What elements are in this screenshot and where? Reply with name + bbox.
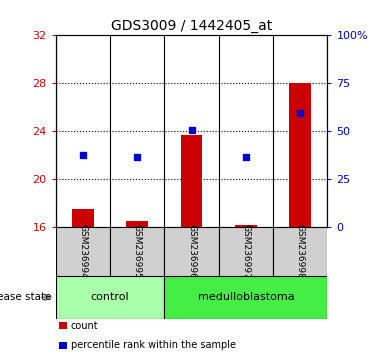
Text: count: count xyxy=(71,321,98,331)
Bar xyxy=(56,276,164,319)
Bar xyxy=(219,227,273,276)
Bar xyxy=(273,227,327,276)
Bar xyxy=(164,276,327,319)
Text: GSM236995: GSM236995 xyxy=(133,224,142,279)
Title: GDS3009 / 1442405_at: GDS3009 / 1442405_at xyxy=(111,19,272,33)
Bar xyxy=(235,225,257,227)
Text: GSM236998: GSM236998 xyxy=(296,224,305,279)
Bar xyxy=(110,227,164,276)
Text: GSM236996: GSM236996 xyxy=(187,224,196,279)
Text: medulloblastoma: medulloblastoma xyxy=(198,292,294,302)
Bar xyxy=(72,209,93,227)
Text: GSM236994: GSM236994 xyxy=(78,224,87,279)
Text: disease state: disease state xyxy=(0,292,52,302)
Text: control: control xyxy=(91,292,129,302)
Bar xyxy=(126,221,148,227)
Bar xyxy=(56,227,110,276)
Bar xyxy=(164,227,219,276)
Bar xyxy=(181,135,202,227)
Bar xyxy=(290,83,311,227)
Text: GSM236997: GSM236997 xyxy=(241,224,250,279)
Text: percentile rank within the sample: percentile rank within the sample xyxy=(71,340,236,350)
